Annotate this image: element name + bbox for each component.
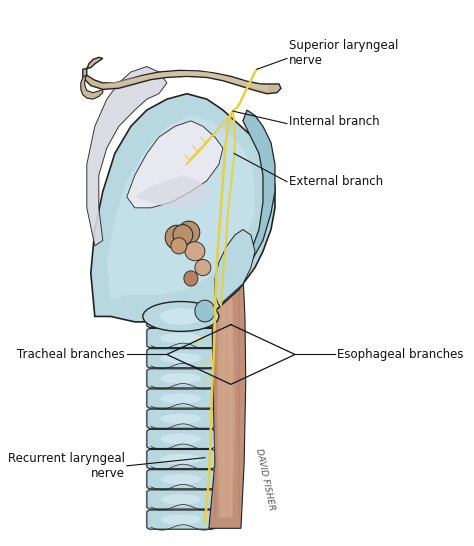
- Ellipse shape: [161, 413, 201, 424]
- Ellipse shape: [184, 271, 198, 286]
- Polygon shape: [147, 389, 215, 408]
- Polygon shape: [127, 121, 223, 208]
- Polygon shape: [81, 75, 103, 99]
- Polygon shape: [147, 329, 215, 348]
- Polygon shape: [147, 308, 215, 328]
- Polygon shape: [147, 349, 215, 368]
- Text: Internal branch: Internal branch: [289, 116, 380, 128]
- Text: Esophageal branches: Esophageal branches: [337, 348, 464, 361]
- Ellipse shape: [161, 353, 201, 364]
- Polygon shape: [91, 94, 275, 322]
- Polygon shape: [147, 369, 215, 388]
- Ellipse shape: [165, 225, 189, 250]
- Polygon shape: [209, 219, 246, 529]
- Polygon shape: [147, 490, 215, 509]
- Ellipse shape: [178, 221, 200, 244]
- Ellipse shape: [195, 300, 215, 322]
- Ellipse shape: [161, 474, 201, 484]
- Polygon shape: [103, 71, 269, 91]
- Text: Tracheal branches: Tracheal branches: [17, 348, 125, 361]
- Polygon shape: [135, 175, 211, 208]
- Polygon shape: [215, 229, 255, 306]
- Text: Superior laryngeal
nerve: Superior laryngeal nerve: [289, 39, 398, 67]
- Polygon shape: [83, 57, 281, 94]
- Polygon shape: [147, 429, 215, 448]
- Ellipse shape: [161, 313, 201, 323]
- Ellipse shape: [171, 238, 187, 254]
- Ellipse shape: [161, 373, 201, 384]
- Ellipse shape: [161, 514, 201, 525]
- Ellipse shape: [160, 308, 202, 325]
- Text: DAVID FISHER: DAVID FISHER: [254, 448, 276, 511]
- Polygon shape: [107, 115, 255, 300]
- Ellipse shape: [143, 301, 219, 331]
- Text: Recurrent laryngeal
nerve: Recurrent laryngeal nerve: [8, 452, 125, 480]
- Polygon shape: [235, 110, 275, 284]
- Polygon shape: [147, 409, 215, 428]
- Polygon shape: [147, 510, 215, 529]
- Ellipse shape: [195, 259, 211, 276]
- Ellipse shape: [161, 494, 201, 505]
- Ellipse shape: [161, 454, 201, 464]
- Ellipse shape: [161, 333, 201, 343]
- Ellipse shape: [161, 393, 201, 404]
- Ellipse shape: [185, 242, 205, 261]
- FancyBboxPatch shape: [146, 315, 216, 530]
- Ellipse shape: [161, 434, 201, 444]
- Ellipse shape: [173, 224, 193, 245]
- Text: External branch: External branch: [289, 175, 383, 188]
- Polygon shape: [87, 67, 167, 246]
- Polygon shape: [218, 262, 235, 518]
- Polygon shape: [147, 449, 215, 468]
- Polygon shape: [147, 470, 215, 489]
